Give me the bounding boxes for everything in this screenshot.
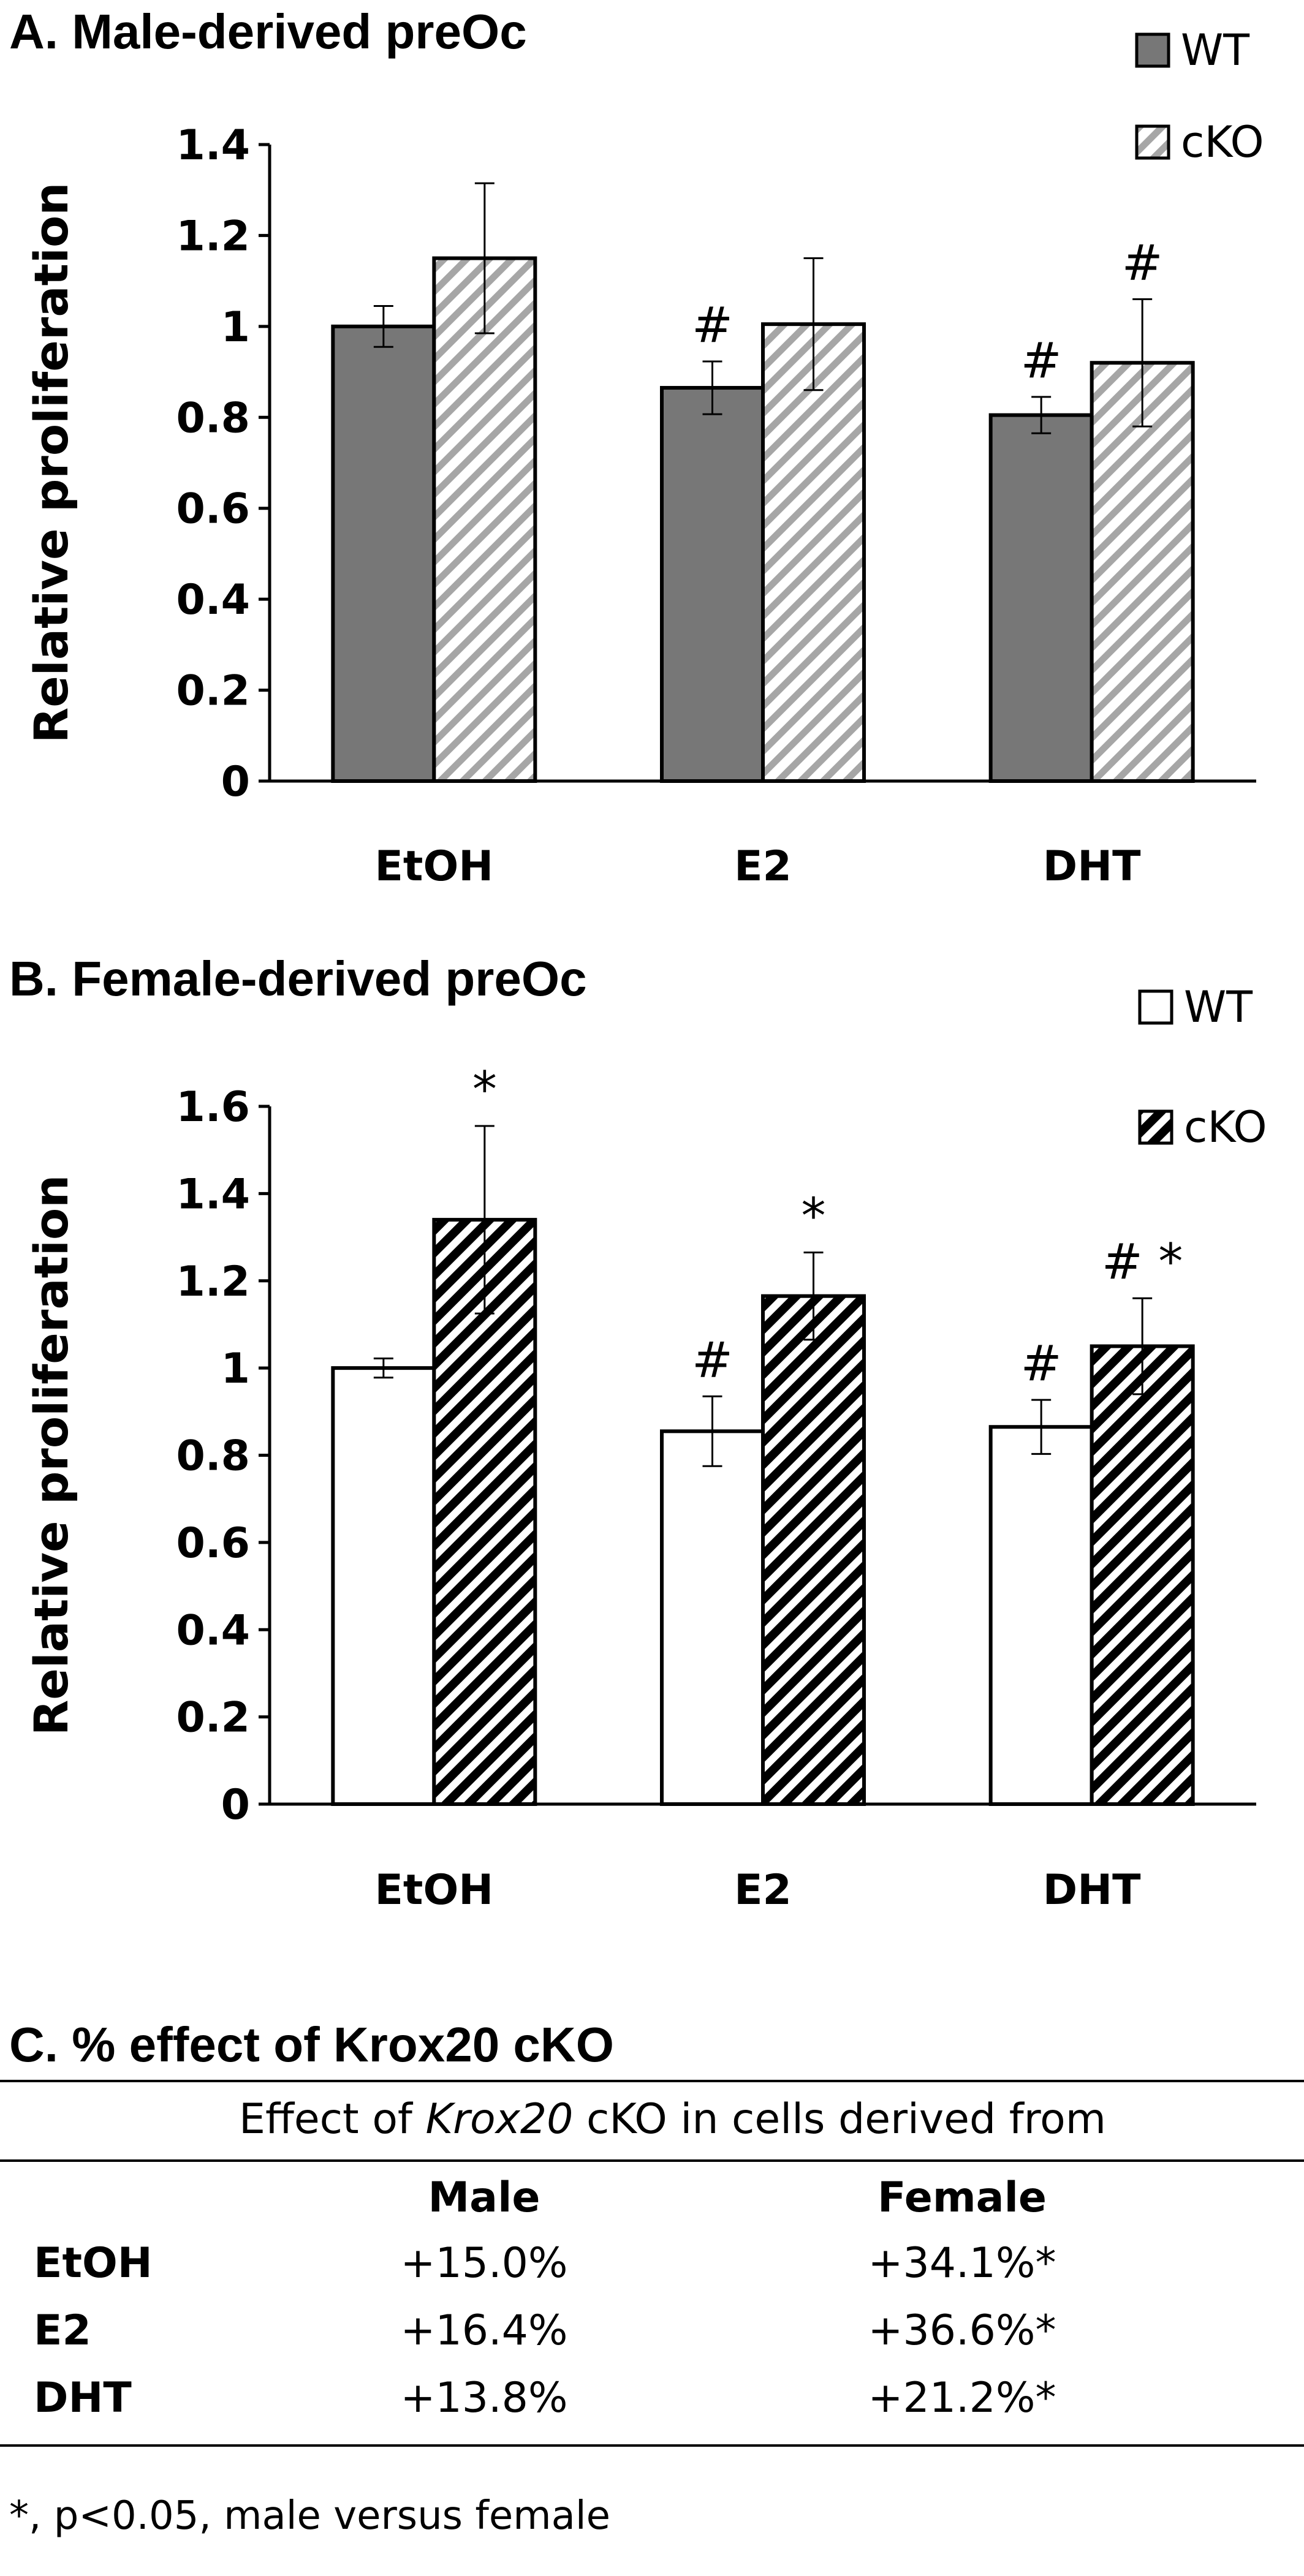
legend-swatch <box>1138 1109 1173 1145</box>
significance-mark: # <box>692 297 733 353</box>
y-axis-label: Relative proliferation <box>24 1175 78 1736</box>
panel-b: B. Female-derived preOc 0 0.2 0.4 0.6 0.8 1 1.… <box>0 937 1304 2015</box>
legend-swatch <box>1135 124 1170 160</box>
y-tick-label: 0.6 <box>176 485 250 534</box>
bar <box>660 386 765 783</box>
panel-a: A. Male-derived preOc 0 0.2 0.4 0.6 0.8 1 1.2 1… <box>0 0 1304 937</box>
table-title: C. % effect of Krox20 cKO <box>9 2017 614 2072</box>
panel-b-title: B. Female-derived preOc <box>9 951 587 1006</box>
y-tick-label: 1.4 <box>176 121 250 170</box>
y-axis-label: Relative proliferation <box>24 183 78 744</box>
row-label: EtOH <box>34 2239 153 2287</box>
y-tick-label: 0.2 <box>176 667 250 716</box>
x-tick-label: EtOH <box>374 842 493 891</box>
significance-mark: # <box>1122 234 1163 291</box>
row-female-value: +21.2%* <box>868 2374 1056 2422</box>
chart-a: 0 0.2 0.4 0.6 0.8 1 1.2 1.4 Relative proliferati… <box>24 25 1264 891</box>
row-male-value: +15.0% <box>400 2239 568 2287</box>
row-female-value: +36.6%* <box>868 2306 1056 2355</box>
significance-mark: # <box>1021 1335 1062 1392</box>
legend-label: cKO <box>1181 117 1264 167</box>
legend-swatch <box>1138 989 1173 1025</box>
significance-mark: * <box>472 1061 497 1118</box>
bar <box>331 1366 436 1806</box>
row-label: DHT <box>34 2374 132 2422</box>
row-male-value: +16.4% <box>400 2306 568 2355</box>
table-header-rule <box>0 2159 1304 2162</box>
table-header-suffix: cKO in cells derived from <box>573 2095 1107 2144</box>
bar <box>988 1425 1094 1806</box>
y-tick-label: 0.4 <box>176 576 250 624</box>
bar <box>761 1294 866 1806</box>
column-header-female: Female <box>878 2174 1047 2222</box>
y-tick-label: 0.6 <box>176 1519 250 1568</box>
significance-mark: # <box>692 1331 733 1388</box>
y-tick-label: 0.8 <box>176 1432 250 1481</box>
chart-b: 0 0.2 0.4 0.6 0.8 1 1.2 1.4 1.6 Relative prolifer… <box>24 982 1267 1914</box>
legend-label: cKO <box>1184 1102 1267 1152</box>
y-tick-label: 1.6 <box>176 1083 250 1131</box>
table-header-gene: Krox20 <box>425 2095 574 2144</box>
x-tick-label: EtOH <box>374 1866 493 1914</box>
legend-swatch <box>1135 32 1170 68</box>
table-header: Effect of Krox20 cKO in cells derived fr… <box>239 2095 1106 2144</box>
x-tick-label: E2 <box>734 1866 792 1914</box>
row-female-value: +34.1%* <box>868 2239 1056 2287</box>
bar <box>432 256 537 783</box>
row-label: E2 <box>34 2306 91 2355</box>
bar <box>331 324 436 783</box>
y-tick-label: 1 <box>221 303 250 352</box>
legend-label: WT <box>1184 982 1253 1032</box>
y-tick-label: 1.2 <box>176 1258 250 1306</box>
column-header-male: Male <box>428 2174 540 2222</box>
table-footnote: *, p<0.05, male versus female <box>9 2493 610 2539</box>
x-tick-label: DHT <box>1043 842 1141 891</box>
y-tick-label: 0 <box>221 1781 250 1829</box>
panel-a-title: A. Male-derived preOc <box>9 4 527 59</box>
table-header-prefix: Effect of <box>239 2095 426 2144</box>
bar <box>1090 361 1195 783</box>
bar <box>1090 1344 1195 1806</box>
significance-mark: * <box>802 1187 826 1244</box>
legend-label: WT <box>1181 25 1249 75</box>
bar <box>988 413 1094 783</box>
table-bottom-rule <box>0 2444 1304 2447</box>
significance-mark: # <box>1021 332 1062 389</box>
bar <box>761 322 866 783</box>
y-tick-label: 0.8 <box>176 394 250 442</box>
y-tick-label: 0.2 <box>176 1694 250 1742</box>
y-tick-label: 1 <box>221 1345 250 1393</box>
x-tick-label: DHT <box>1043 1866 1141 1914</box>
x-tick-label: E2 <box>734 842 792 891</box>
bar <box>660 1429 765 1806</box>
y-tick-label: 1.4 <box>176 1170 250 1218</box>
y-tick-label: 0.4 <box>176 1606 250 1655</box>
significance-mark: # * <box>1102 1233 1183 1290</box>
row-male-value: +13.8% <box>400 2374 568 2422</box>
y-tick-label: 1.2 <box>176 212 250 260</box>
y-tick-label: 0 <box>221 758 250 806</box>
table-top-rule <box>0 2080 1304 2082</box>
